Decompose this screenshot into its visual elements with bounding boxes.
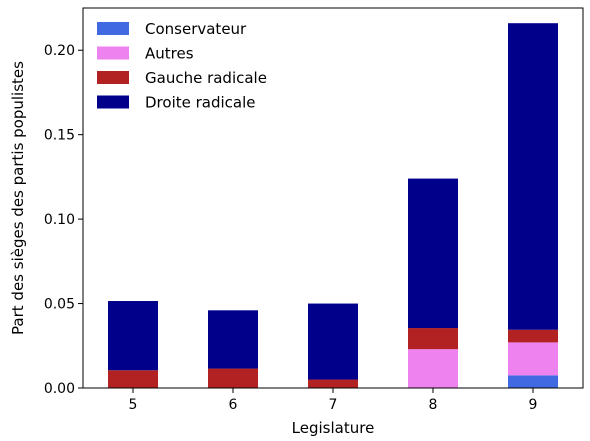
bar-autres-9 bbox=[508, 342, 558, 376]
legend-swatch bbox=[97, 46, 129, 60]
x-tick-label: 6 bbox=[229, 397, 238, 413]
bar-droite-radicale-5 bbox=[108, 301, 158, 371]
x-axis-label: Legislature bbox=[292, 419, 375, 437]
bar-gauche-radicale-6 bbox=[208, 368, 258, 388]
y-tick-label: 0.15 bbox=[44, 128, 75, 144]
legend-label: Droite radicale bbox=[145, 94, 256, 112]
x-tick-label: 7 bbox=[329, 397, 338, 413]
y-axis: 0.00 0.05 0.10 0.15 0.20 bbox=[44, 43, 83, 397]
bar-gauche-radicale-7 bbox=[308, 379, 358, 388]
legend-swatch bbox=[97, 95, 129, 109]
x-axis: 5 6 7 8 9 bbox=[129, 388, 538, 413]
legend-swatch bbox=[97, 71, 129, 84]
legend-label: Conservateur bbox=[145, 20, 247, 38]
y-tick-label: 0.00 bbox=[44, 381, 75, 397]
bar-droite-radicale-8 bbox=[408, 178, 458, 329]
bar-gauche-radicale-9 bbox=[508, 329, 558, 343]
bar-conservateur-9 bbox=[508, 375, 558, 388]
bar-droite-radicale-6 bbox=[208, 310, 258, 369]
bar-droite-radicale-9 bbox=[508, 23, 558, 330]
x-tick-label: 8 bbox=[429, 397, 438, 413]
y-tick-label: 0.05 bbox=[44, 297, 75, 313]
y-tick-label: 0.20 bbox=[44, 43, 75, 59]
bar-droite-radicale-7 bbox=[308, 303, 358, 380]
y-axis-label: Part des sièges des partis populistes bbox=[9, 61, 27, 335]
bar-gauche-radicale-8 bbox=[408, 328, 458, 350]
bars-layer bbox=[108, 23, 558, 388]
legend-label: Gauche radicale bbox=[145, 69, 267, 87]
legend-label: Autres bbox=[145, 45, 194, 63]
legend: Conservateur Autres Gauche radicale Droite … bbox=[97, 20, 267, 112]
bar-autres-8 bbox=[408, 349, 458, 388]
bar-gauche-radicale-5 bbox=[108, 370, 158, 388]
y-tick-label: 0.10 bbox=[44, 212, 75, 228]
x-tick-label: 5 bbox=[129, 397, 138, 413]
legend-swatch bbox=[97, 22, 129, 35]
x-tick-label: 9 bbox=[529, 397, 538, 413]
